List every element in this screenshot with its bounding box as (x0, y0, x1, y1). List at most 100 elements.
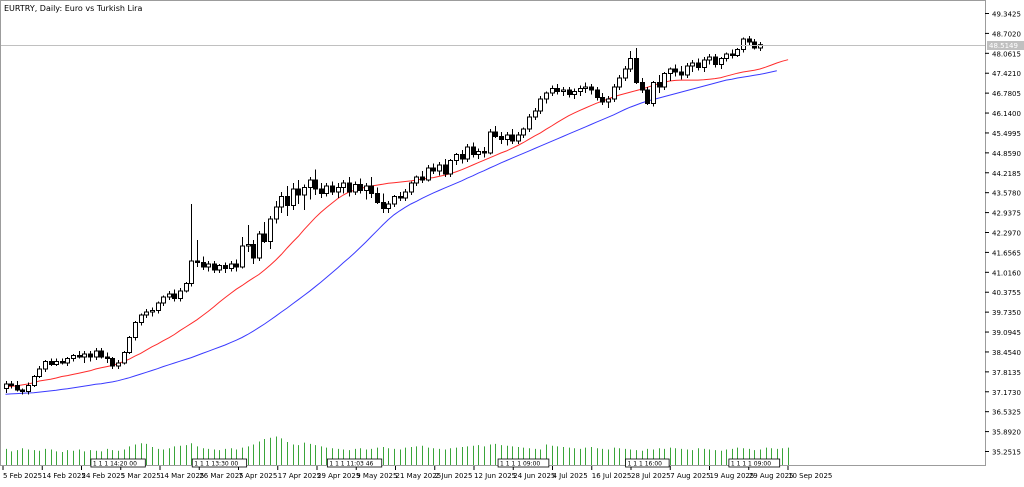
candle-body-down (347, 182, 352, 193)
candle (262, 222, 267, 243)
time-tick-label: 7 Apr 2025 (239, 472, 278, 480)
candle (730, 49, 735, 59)
candle-body-up (538, 98, 543, 112)
candle-body-down (234, 263, 239, 268)
candle (246, 225, 251, 252)
candle (657, 75, 662, 93)
candle (94, 348, 99, 360)
candle (471, 142, 476, 158)
candle-body-up (550, 88, 555, 94)
candle (201, 256, 206, 270)
candle-body-up (488, 131, 493, 154)
price-tick-label: 41.6565 (992, 249, 1021, 257)
candle-body-down (482, 151, 487, 154)
candle-body-up (94, 350, 99, 358)
candle-body-up (719, 58, 724, 65)
candle (336, 183, 341, 198)
time-tick-label: 19 Aug 2025 (710, 472, 755, 480)
candle-body-up (133, 322, 138, 338)
candle-body-up (229, 263, 234, 269)
candle-body-down (499, 136, 504, 140)
candle (662, 72, 667, 90)
candle (43, 360, 48, 372)
candle-body-up (336, 187, 341, 193)
candle (606, 96, 611, 108)
candle-body-up (217, 265, 222, 271)
candle-body-down (201, 262, 206, 268)
candle-body-down (460, 154, 465, 160)
candle-body-up (606, 98, 611, 103)
candle (679, 66, 684, 80)
candle-body-down (589, 86, 594, 91)
candle (49, 358, 54, 366)
candles (4, 36, 763, 395)
candle (505, 132, 510, 146)
candle-body-down (110, 358, 115, 367)
candle-body-down (640, 82, 645, 91)
candle-body-down (510, 134, 515, 142)
price-tick-label: 49.3425 (992, 11, 1021, 19)
candle (595, 87, 600, 101)
candle-body-up (37, 368, 42, 377)
candle (555, 84, 560, 95)
candle (341, 180, 346, 194)
candle-body-up (324, 185, 329, 194)
current-price-tag (987, 41, 1024, 50)
time-tick-label: 24 Feb 2025 (82, 472, 126, 480)
candle-body-down (172, 293, 177, 299)
candle-body-up (178, 290, 183, 299)
candle-body-down (330, 185, 335, 193)
time-tick-label: 16 Jul 2025 (592, 472, 632, 480)
candle-body-up (426, 167, 431, 181)
price-tick-label: 43.5780 (992, 190, 1021, 198)
candle (195, 240, 200, 267)
candle-body-up (465, 146, 470, 160)
candle-body-up (516, 134, 521, 142)
candle-body-down (212, 263, 217, 271)
time-marker: 1 1 1 14:20 00 (90, 458, 146, 468)
candle (26, 382, 31, 395)
time-tick-label: 17 Apr 2025 (278, 472, 321, 480)
candle-body-down (369, 185, 374, 194)
candle (274, 201, 279, 224)
candle (719, 57, 724, 69)
candle-body-up (741, 38, 746, 50)
candle (707, 54, 712, 65)
candle (578, 85, 583, 96)
time-tick-label: 26 Mar 2025 (199, 472, 243, 480)
time-marker-label: 1 1 1 14:20 00 (93, 461, 137, 468)
candle-body-up (578, 88, 583, 92)
candle (702, 57, 707, 72)
time-marker-box (728, 458, 781, 468)
candle (392, 195, 397, 207)
candle-body-up (32, 376, 37, 386)
candle-body-up (268, 218, 273, 242)
candle (572, 88, 577, 99)
candle-body-up (364, 185, 369, 191)
candle (386, 201, 391, 213)
candle (488, 129, 493, 155)
candle (229, 261, 234, 272)
candle-body-down (49, 361, 54, 365)
candle (184, 282, 189, 293)
candle (375, 187, 380, 204)
candle-body-up (476, 151, 481, 155)
candle (521, 127, 526, 138)
candle (628, 51, 633, 72)
candle (178, 288, 183, 302)
candle-body-up (26, 385, 31, 392)
candle-body-up (533, 110, 538, 118)
time-tick-label: 14 Feb 2025 (42, 472, 86, 480)
price-tick-label: 37.8135 (992, 369, 1021, 377)
candle-body-up (274, 206, 279, 220)
candle (285, 186, 290, 216)
candle-body-up (735, 49, 740, 56)
candle (99, 348, 104, 359)
candle-body-down (223, 265, 228, 269)
price-tick-label: 38.4540 (992, 349, 1021, 357)
candle (364, 183, 369, 200)
candle (685, 63, 690, 78)
candle (353, 181, 358, 195)
